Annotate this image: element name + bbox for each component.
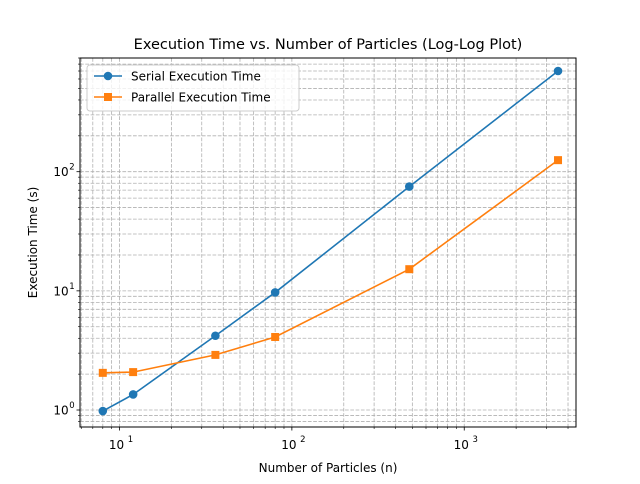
data-point-parallel <box>98 368 107 377</box>
series-line-0 <box>102 70 559 412</box>
legend-serial-label: Serial Execution Time <box>131 70 261 84</box>
data-point-parallel <box>554 156 563 165</box>
data-point-serial <box>128 390 138 399</box>
ticks: 10 1 10 2 10 310 010 110 2 <box>53 57 569 452</box>
x-tick-label: 10 <box>109 438 124 452</box>
y-axis-label: Execution Time (s) <box>26 187 40 299</box>
x-axis-label: Number of Particles (n) <box>259 461 398 475</box>
x-tick-exponent: 2 <box>300 435 305 445</box>
y-tick-exponent: 2 <box>69 163 74 173</box>
legend-serial-marker <box>103 71 113 81</box>
series-line-1 <box>102 159 559 374</box>
y-tick-exponent: 1 <box>69 282 74 292</box>
y-tick-label: 10 <box>53 284 68 298</box>
legend-parallel-marker <box>104 93 112 101</box>
x-tick-label: 10 <box>281 438 296 452</box>
y-tick-label: 10 <box>53 165 68 179</box>
legend-parallel-label: Parallel Execution Time <box>131 91 271 105</box>
data-point-serial <box>98 406 108 416</box>
data-point-parallel <box>405 265 414 274</box>
data-point-parallel <box>271 332 280 341</box>
data-point-parallel <box>129 368 138 377</box>
data-point-serial <box>404 182 414 191</box>
x-tick-exponent: 3 <box>473 435 478 445</box>
x-tick-exponent: 1 <box>128 435 133 445</box>
legend-box <box>86 64 300 112</box>
x-tick-label: 10 <box>454 438 469 452</box>
data-point-parallel <box>211 350 220 359</box>
legend: Serial Execution Time Parallel Execution… <box>86 64 300 112</box>
data-point-serial <box>211 331 220 341</box>
data-point-serial <box>553 66 563 76</box>
data-point-serial <box>270 288 280 297</box>
axes-frame <box>79 57 577 428</box>
series-layer <box>98 66 563 416</box>
y-tick-label: 10 <box>53 404 68 418</box>
chart-title: Execution Time vs. Number of Particles (… <box>134 37 523 53</box>
y-tick-exponent: 0 <box>69 401 74 411</box>
